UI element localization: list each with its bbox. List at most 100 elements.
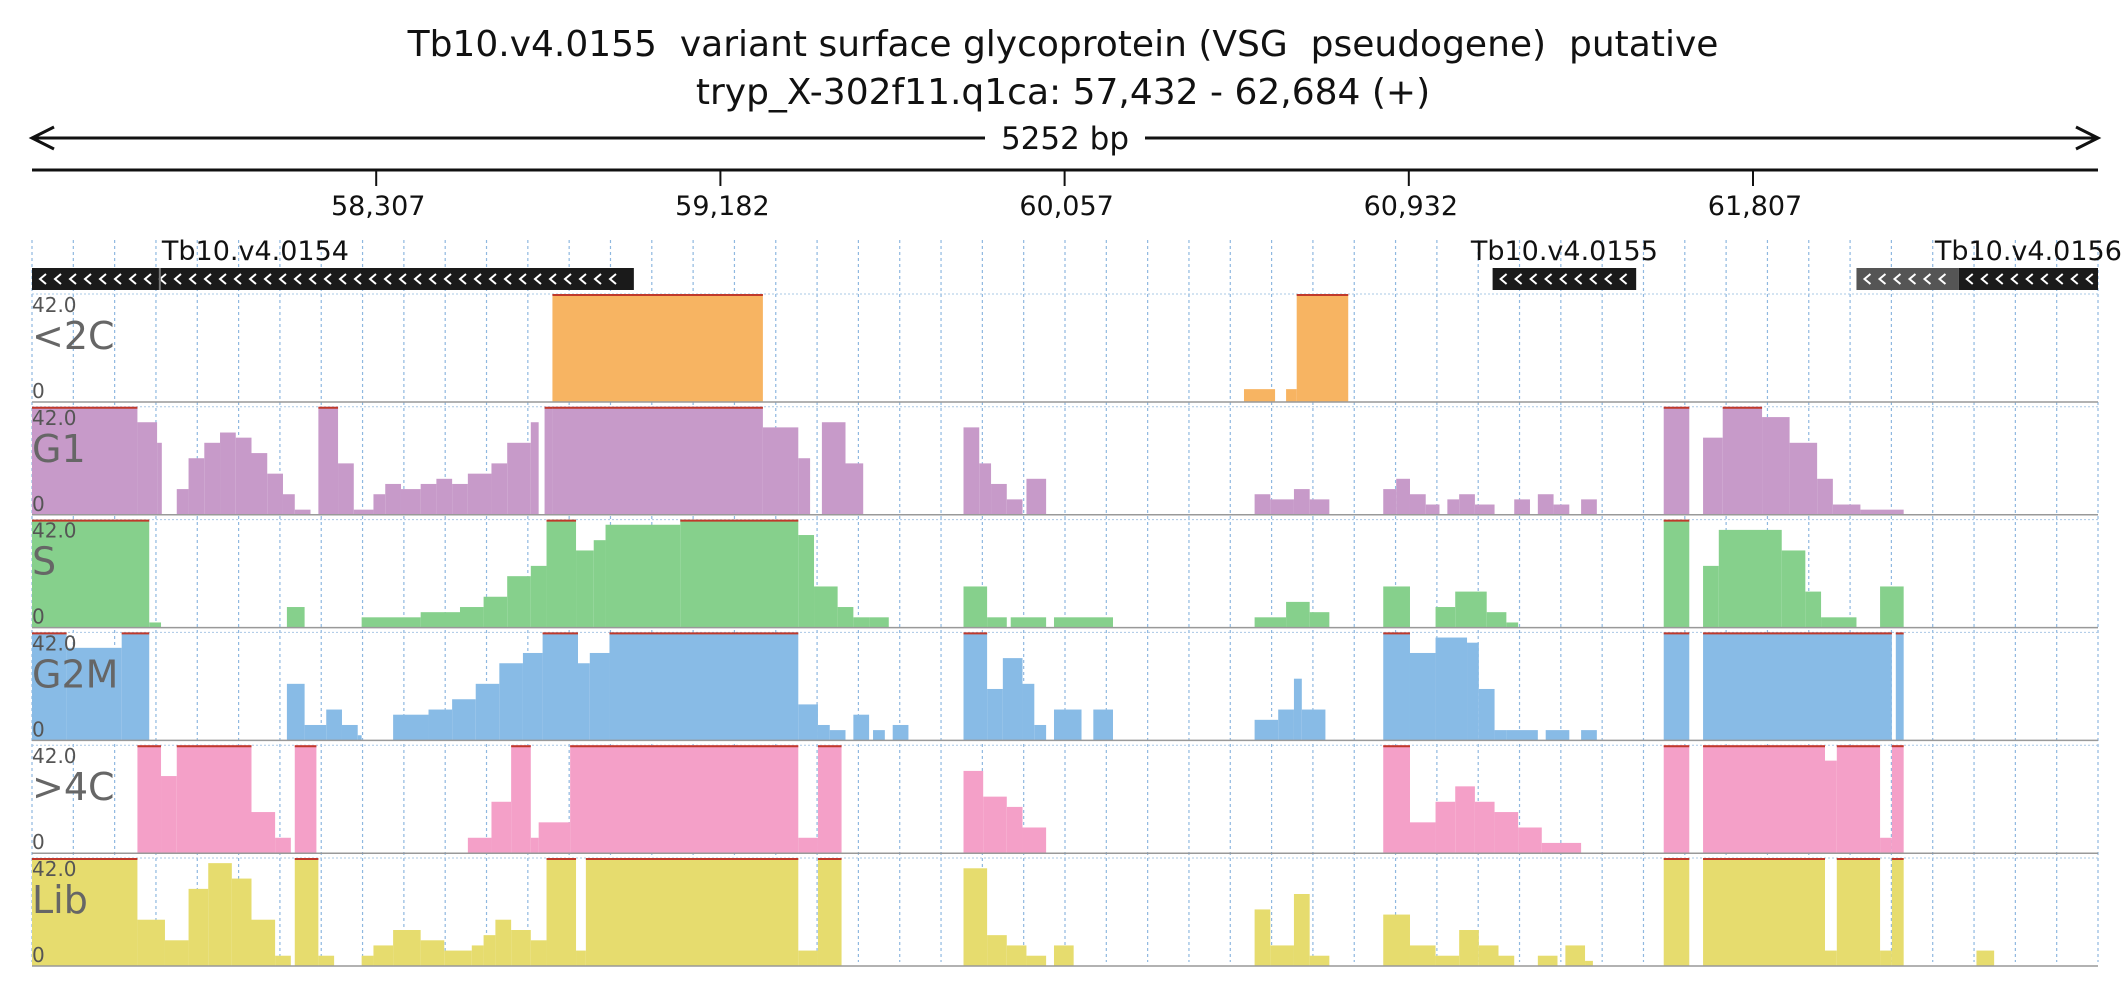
- gene-strand-chevron: [608, 273, 617, 285]
- gene-strand-chevron: [1877, 273, 1887, 285]
- coverage-bar: [1836, 858, 1881, 966]
- coverage-bar: [762, 427, 799, 515]
- gene-strand-chevron: [308, 273, 317, 285]
- gene-bar: [32, 268, 634, 290]
- coverage-bar: [1034, 724, 1047, 741]
- track-name-label: >4C: [32, 765, 115, 809]
- coverage-bar: [361, 955, 374, 966]
- coverage-bar: [32, 858, 138, 966]
- coverage-bar: [1459, 930, 1479, 966]
- track-ymax-label: 42.0: [32, 631, 77, 655]
- coverage-bar: [1891, 745, 1904, 854]
- gene-strand-chevron: [2055, 273, 2064, 285]
- coverage-bar: [546, 858, 577, 966]
- coverage-bar: [1006, 806, 1023, 854]
- coverage-bar: [817, 745, 842, 854]
- track-name-label: G1: [32, 427, 86, 471]
- track-ymax-label: 42.0: [32, 519, 77, 543]
- gene-strand-chevron: [1922, 273, 1932, 285]
- coverage-bar: [1301, 709, 1326, 741]
- coverage-bar: [821, 422, 846, 515]
- coverage-bar: [1518, 827, 1542, 854]
- coverage-bar: [1254, 617, 1287, 628]
- coverage-bar: [1494, 812, 1519, 854]
- gene-strand-chevron: [488, 273, 497, 285]
- track-ymax-label: 42.0: [32, 744, 77, 768]
- chart-subtitle: tryp_X-302f11.q1ca: 57,432 - 62,684 (+): [695, 72, 1431, 113]
- coverage-bar: [1270, 499, 1294, 515]
- gene-strand-chevron: [368, 273, 377, 285]
- track-ymax-label: 42.0: [32, 857, 77, 881]
- coverage-bar: [1053, 709, 1082, 741]
- coverage-bar: [357, 735, 362, 741]
- coverage-bar: [1663, 745, 1690, 854]
- coverage-bar: [220, 432, 236, 515]
- gene-strand-chevron: [1862, 273, 1872, 285]
- coverage-bar: [294, 509, 311, 515]
- coverage-bar: [286, 607, 305, 628]
- coverage-bar: [605, 524, 681, 628]
- ruler-tick-label: 61,807: [1708, 191, 1802, 222]
- coverage-bar: [1383, 632, 1410, 741]
- coverage-bar: [1537, 494, 1554, 515]
- coverage-bar: [251, 453, 268, 515]
- coverage-bar: [1703, 745, 1825, 854]
- gene-strand-chevron: [83, 273, 92, 285]
- coverage-bar: [1506, 622, 1519, 628]
- coverage-bar: [294, 745, 317, 854]
- coverage-bar: [530, 565, 547, 628]
- coverage-bar: [1474, 801, 1495, 854]
- coverage-bar: [1459, 494, 1475, 515]
- track-ymin-label: 0: [32, 605, 45, 629]
- coverage-bar: [1309, 499, 1330, 515]
- coverage-bar: [1880, 837, 1892, 854]
- gene-strand-chevron: [128, 273, 137, 285]
- coverage-bar: [1545, 730, 1570, 741]
- coverage-bar: [1409, 822, 1436, 854]
- gene-strand-chevron: [1937, 273, 1947, 285]
- coverage-bar: [987, 617, 1007, 628]
- coverage-bar: [475, 683, 500, 741]
- ruler-tick-label: 60,057: [1019, 191, 1113, 222]
- gene-strand-chevron: [1619, 273, 1628, 285]
- gene-strand-chevron: [263, 273, 272, 285]
- coverage-bar: [251, 919, 276, 966]
- gene-bar: [1856, 268, 1959, 290]
- coverage-bar: [483, 935, 496, 966]
- coverage-bar: [1663, 632, 1690, 741]
- coverage-bar: [1309, 612, 1330, 628]
- ruler-tick-label: 60,932: [1364, 191, 1458, 222]
- coverage-bar: [963, 770, 984, 854]
- coverage-bar: [963, 427, 980, 515]
- coverage-bar: [1296, 294, 1349, 402]
- coverage-bar: [1789, 442, 1818, 515]
- gene-strand-chevron: [2040, 273, 2049, 285]
- coverage-bar: [1824, 950, 1837, 966]
- coverage-bar: [1435, 801, 1456, 854]
- coverage-bar: [798, 535, 815, 628]
- coverage-bar: [294, 858, 319, 966]
- coverage-bar: [829, 730, 846, 741]
- track-name-label: G2M: [32, 652, 118, 696]
- track-name-label: <2C: [32, 314, 115, 358]
- coverage-bar: [1293, 489, 1310, 515]
- coverage-bar: [979, 463, 992, 515]
- gene-strand-chevron: [443, 273, 452, 285]
- coverage-bar: [137, 422, 158, 515]
- coverage-bar: [845, 463, 864, 515]
- coverage-bar: [1880, 950, 1892, 966]
- coverage-bar: [1565, 945, 1586, 966]
- coverage-bar: [361, 617, 421, 628]
- coverage-bar: [1553, 504, 1570, 515]
- coverage-bar: [157, 442, 162, 515]
- coverage-bar: [1409, 945, 1436, 966]
- coverage-bar: [1541, 842, 1582, 854]
- coverage-bar: [1309, 955, 1330, 966]
- coverage-bar: [1053, 617, 1113, 628]
- coverage-bar: [373, 494, 386, 515]
- length-arrow-left-head: [28, 125, 55, 151]
- coverage-bar: [1832, 504, 1861, 515]
- coverage-bar: [1270, 945, 1294, 966]
- gene-strand-chevron: [1499, 273, 1508, 285]
- gene-strand-chevron: [233, 273, 242, 285]
